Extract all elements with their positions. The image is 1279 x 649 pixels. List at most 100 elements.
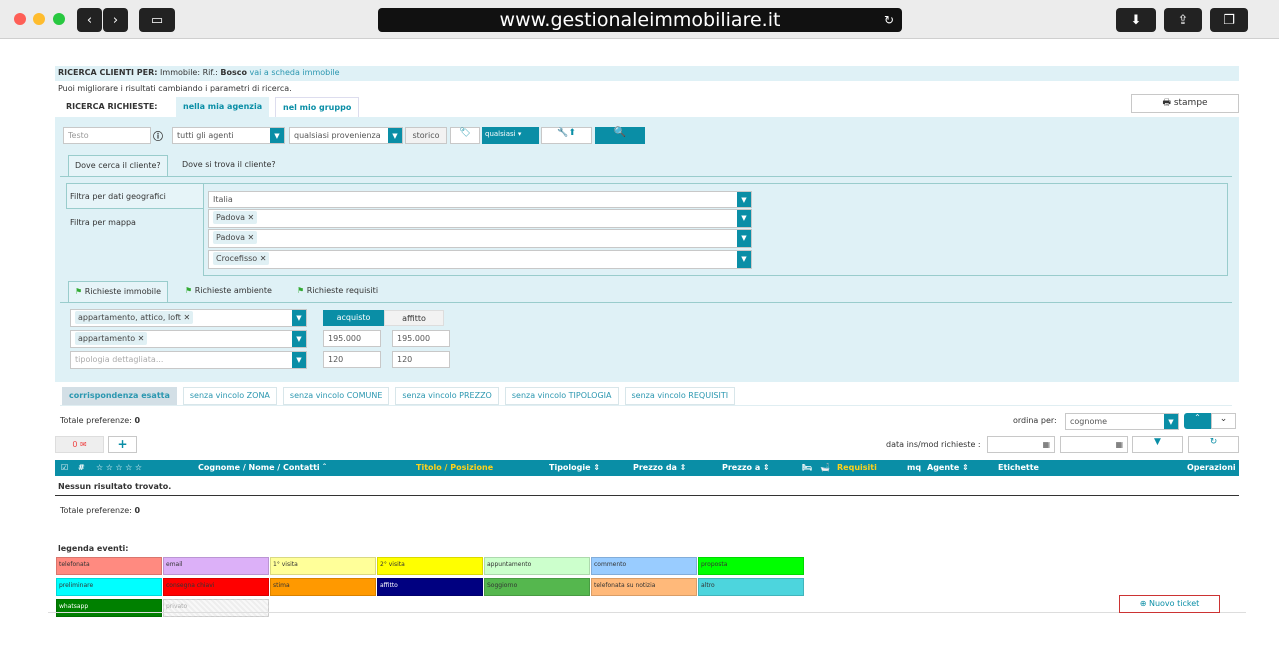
col-title[interactable]: Titolo / Posizione [416,463,494,472]
tab-no-price[interactable]: senza vincolo PREZZO [395,387,499,405]
mail-button[interactable]: 0 ✉ [55,436,104,453]
legend-item: preliminare [56,578,162,596]
print-label: stampe [1173,98,1208,108]
empty-message: Nessun risultato trovato. [58,482,172,491]
divider [60,302,1232,303]
history-button[interactable]: storico [405,127,447,144]
legend-item: altro [698,578,804,596]
reload-icon[interactable]: ↻ [883,13,894,27]
tab-where-located[interactable]: Dove si trova il cliente? [182,160,276,169]
reset-icon[interactable]: ↻ [1188,436,1239,453]
legend-item: email [163,557,269,575]
search-context-bar: RICERCA CLIENTI PER: Immobile: Rif.: Bos… [55,66,1239,81]
legend-item: Soggiorno [484,578,590,596]
tab-my-agency[interactable]: nella mia agenzia [176,97,270,117]
sort-select[interactable]: cognome ▼ [1065,413,1179,430]
col-requirements[interactable]: Requisiti [837,463,877,472]
tab-no-zone[interactable]: senza vincolo ZONA [182,387,277,405]
col-price-from[interactable]: Prezzo da ⇕ [633,463,687,472]
info-icon[interactable]: ⓘ [153,132,163,143]
map-filter-tab[interactable]: Filtra per mappa [70,218,136,227]
zone-select[interactable]: Crocefisso ✕ ▼ [208,250,752,269]
date-to-input[interactable]: ▦ [1060,436,1128,453]
source-select[interactable]: qualsiasi provenienza ▼ [289,127,403,144]
mq-to-input[interactable]: 120 [392,351,450,368]
col-operations: Operazioni [1187,463,1236,472]
context-type: Immobile: Rif.: [160,68,218,77]
share-icon[interactable]: ⇪ [1164,8,1202,32]
tab-environment-requests[interactable]: ⚑ Richieste ambiente [185,281,272,301]
tabs-icon[interactable]: ❐ [1210,8,1248,32]
new-ticket-button[interactable]: ⊕ Nuovo ticket [1119,595,1220,613]
rent-toggle[interactable]: affitto [384,310,444,326]
date-filter-label: data ins/mod richieste : [886,440,981,449]
legend-item: affitto [377,578,483,596]
total-value: 0 [134,506,141,515]
print-button[interactable]: 🖶 stampe [1131,94,1239,113]
search-button[interactable]: 🔍 [595,127,645,144]
chevron-down-icon: ▼ [737,230,751,247]
col-name[interactable]: Cognome / Nome / Contatti ˆ [198,463,327,472]
sort-asc-button[interactable]: ⌃ [1184,413,1211,429]
property-type-select[interactable]: appartamento, attico, loft ✕ ▼ [70,309,307,327]
tab-my-group[interactable]: nel mio gruppo [275,97,360,117]
mq-from-input[interactable]: 120 [323,351,381,368]
col-mq: mq [907,463,922,472]
price-to-input[interactable]: 195.000 [392,330,450,347]
country-select[interactable]: Italia ▼ [208,191,752,208]
url-text: www.gestionaleimmobiliare.it [499,9,781,31]
sort-desc-button[interactable]: ⌄ [1211,413,1236,429]
tab-no-type[interactable]: senza vincolo TIPOLOGIA [504,387,619,405]
tab-property-requests[interactable]: ⚑ Richieste immobile [68,281,169,303]
region-select[interactable]: Padova ✕ ▼ [208,209,752,228]
match-tabs: corrispondenza esatta senza vincolo ZONA… [62,387,736,405]
col-rating[interactable]: ☆ ☆ ☆ ☆ ☆ [96,463,143,472]
price-from-input[interactable]: 195.000 [323,330,381,347]
total-bottom: Totale preferenze: 0 [60,506,140,515]
envelope-icon: ✉ [79,440,87,449]
context-label: RICERCA CLIENTI PER: [58,68,158,77]
tag-label: Padova [216,233,245,242]
tab-where-searching[interactable]: Dove cerca il cliente? [68,155,168,177]
tab-no-comune[interactable]: senza vincolo COMUNE [282,387,390,405]
text-search-input[interactable]: Testo [63,127,151,144]
close-window-button[interactable] [14,13,26,25]
chevron-down-icon: ▼ [388,128,402,143]
maximize-window-button[interactable] [53,13,65,25]
advanced-tools-button[interactable]: 🔧⬆ [541,127,592,144]
back-icon[interactable]: ‹ [77,8,102,32]
geo-filter-tab[interactable]: Filtra per dati geografici [66,183,203,209]
property-link[interactable]: vai a scheda immobile [249,68,340,77]
hint-text: Puoi migliorare i risultati cambiando i … [58,84,292,93]
chevron-down-icon: ▼ [292,310,306,326]
tab-no-requirements[interactable]: senza vincolo REQUISITI [624,387,736,405]
minimize-window-button[interactable] [33,13,45,25]
select-all-checkbox[interactable]: ☑ [61,463,69,472]
tab-exact-match[interactable]: corrispondenza esatta [62,387,177,405]
province-select[interactable]: Padova ✕ ▼ [208,229,752,248]
col-price-to[interactable]: Prezzo a ⇕ [722,463,770,472]
bath-icon: 🛁 [820,463,830,472]
download-icon[interactable]: ⬇ [1116,8,1156,32]
address-bar[interactable]: www.gestionaleimmobiliare.it ↻ [378,8,902,32]
tag-select[interactable]: qualsiasi ▾ [482,127,539,144]
tag-select-value: qualsiasi [485,130,516,138]
detailed-type-select[interactable]: tipologia dettagliata... ▼ [70,351,307,369]
tag-icon[interactable]: 🏷 [450,127,480,144]
agents-select[interactable]: tutti gli agenti ▼ [172,127,285,144]
filter-icon[interactable]: ▼ [1132,436,1183,453]
col-types[interactable]: Tipologie ⇕ [549,463,601,472]
calendar-icon[interactable]: ▦ [1115,440,1123,449]
calendar-icon[interactable]: ▦ [1042,440,1050,449]
sidebar-icon[interactable]: ▭ [139,8,175,32]
tag-label: appartamento, attico, loft [78,313,181,322]
col-agent[interactable]: Agente ⇕ [927,463,969,472]
legend-item: consegna chiavi [163,578,269,596]
purchase-toggle[interactable]: acquisto [323,310,384,326]
date-from-input[interactable]: ▦ [987,436,1055,453]
type-tag: appartamento, attico, loft ✕ [75,311,194,324]
add-button[interactable]: + [108,436,137,453]
subtype-select[interactable]: appartamento ✕ ▼ [70,330,307,348]
forward-icon[interactable]: › [103,8,128,32]
tab-requirement-requests[interactable]: ⚑ Richieste requisiti [297,281,378,301]
